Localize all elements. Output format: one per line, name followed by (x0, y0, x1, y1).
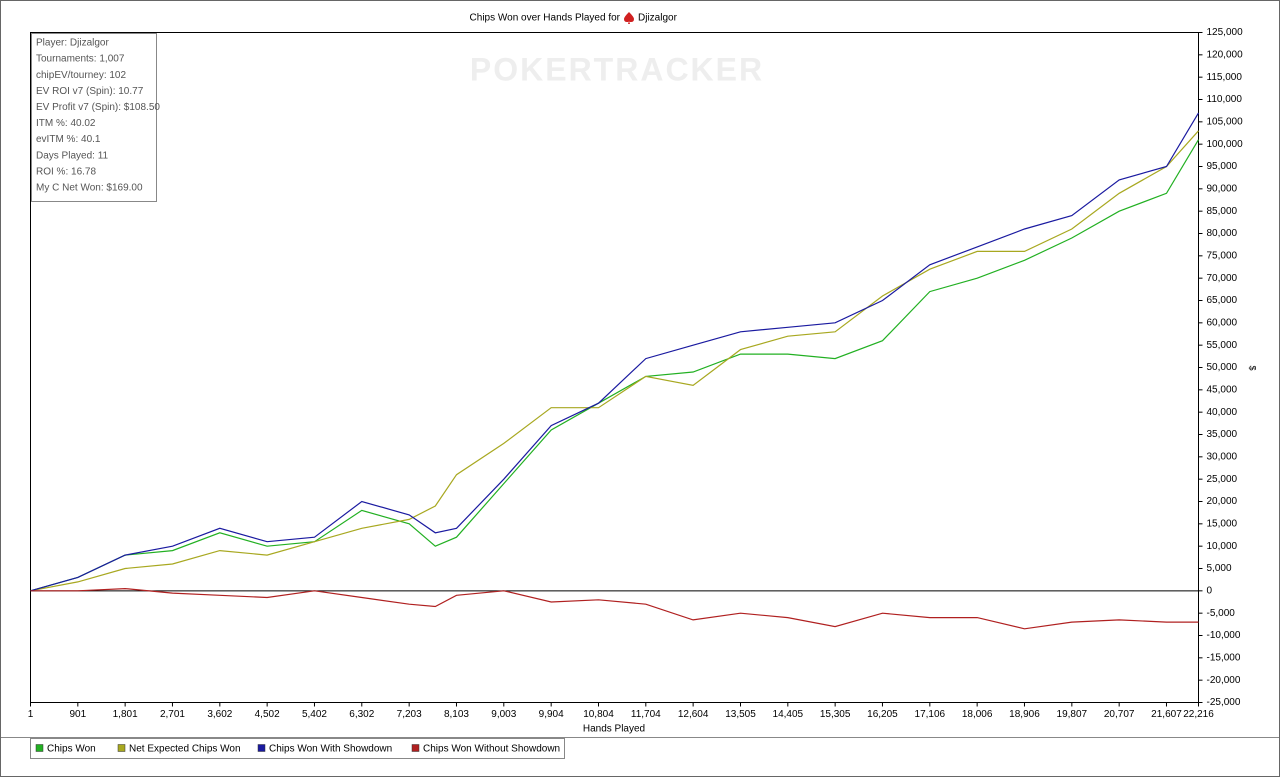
y-tick-label: 110,000 (1207, 94, 1243, 105)
x-tick-label: 2,701 (160, 709, 185, 720)
y-tick-label: 30,000 (1207, 451, 1238, 462)
y-tick-label: -10,000 (1207, 630, 1241, 641)
legend-swatch (35, 744, 44, 752)
y-tick-label: 120,000 (1207, 49, 1244, 60)
legend-swatch (257, 744, 266, 752)
legend-swatch (411, 744, 420, 752)
y-tick-label: 95,000 (1207, 161, 1238, 172)
y-tick-label: 100,000 (1207, 139, 1244, 150)
x-tick-label: 21,607 (1151, 709, 1182, 720)
series-line (30, 587, 1199, 630)
chart-title-name: Djizalgor (638, 13, 678, 24)
y-tick-label: 65,000 (1207, 295, 1238, 306)
y-tick-label: 35,000 (1207, 429, 1238, 440)
y-tick-label: 55,000 (1207, 340, 1238, 351)
x-tick-label: 12,604 (678, 709, 709, 720)
x-axis-label: Hands Played (583, 724, 645, 735)
watermark: POKERTRACKER (470, 51, 764, 87)
y-tick-label: 20,000 (1207, 496, 1238, 507)
y-tick-label: 90,000 (1207, 183, 1238, 194)
stat-line: Days Played: 11 (36, 150, 109, 161)
x-tick-label: 18,006 (962, 709, 993, 720)
y-tick-label: 70,000 (1207, 273, 1238, 284)
x-tick-label: 9,904 (539, 709, 564, 720)
stat-line: My C Net Won: $169.00 (36, 183, 143, 194)
stat-line: Tournaments: 1,007 (36, 54, 125, 65)
stat-line: ITM %: 40.02 (36, 118, 96, 129)
x-tick-label: 19,807 (1057, 709, 1088, 720)
x-tick-label: 16,205 (867, 709, 898, 720)
y-tick-label: 75,000 (1207, 250, 1238, 261)
y-tick-label: 50,000 (1207, 362, 1238, 373)
x-tick-label: 8,103 (444, 709, 469, 720)
y-tick-label: -5,000 (1207, 608, 1236, 619)
x-tick-label: 4,502 (255, 709, 280, 720)
y-tick-label: 15,000 (1207, 518, 1238, 529)
y-tick-label: 105,000 (1207, 116, 1244, 127)
y-tick-label: 125,000 (1207, 27, 1244, 38)
spade-icon (624, 12, 634, 24)
x-tick-label: 6,302 (349, 709, 374, 720)
x-tick-label: 11,704 (631, 709, 661, 720)
y-tick-label: 40,000 (1207, 407, 1238, 418)
x-tick-label: 1 (28, 709, 34, 720)
y-tick-label: 25,000 (1207, 474, 1238, 485)
x-tick-label: 15,305 (820, 709, 851, 720)
x-tick-label: 10,804 (583, 709, 614, 720)
stat-line: chipEV/tourney: 102 (36, 70, 126, 81)
y-tick-label: 85,000 (1207, 206, 1238, 217)
y-tick-label: -25,000 (1207, 697, 1241, 708)
legend-swatch (117, 744, 126, 752)
x-tick-label: 14,405 (773, 709, 804, 720)
stat-line: ROI %: 16.78 (36, 166, 96, 177)
y-tick-label: 80,000 (1207, 228, 1238, 239)
stat-line: Player: Djizalgor (36, 38, 109, 49)
legend-label: Chips Won With Showdown (269, 744, 392, 755)
x-tick-label: 7,203 (397, 709, 422, 720)
legend (30, 738, 565, 759)
y-tick-label: 45,000 (1207, 384, 1238, 395)
y-tick-label: 60,000 (1207, 317, 1238, 328)
series-line (30, 130, 1199, 592)
stat-line: EV Profit v7 (Spin): $108.50 (36, 102, 160, 113)
x-tick-label: 1,801 (113, 709, 138, 720)
y-tick-label: 115,000 (1207, 72, 1243, 83)
x-tick-label: 901 (69, 709, 86, 720)
y-tick-label: -15,000 (1207, 652, 1241, 663)
legend-label: Chips Won (47, 744, 96, 755)
x-tick-label: 22,216 (1183, 709, 1214, 720)
x-tick-label: 18,906 (1009, 709, 1040, 720)
y-axis-label: $ (1248, 365, 1258, 370)
y-tick-label: 5,000 (1207, 563, 1232, 574)
series-line (30, 112, 1200, 592)
y-tick-label: -20,000 (1207, 675, 1241, 686)
y-tick-label: 0 (1207, 585, 1213, 596)
stat-line: EV ROI v7 (Spin): 10.77 (36, 86, 144, 97)
legend-label: Net Expected Chips Won (129, 744, 241, 755)
stats-box (31, 33, 157, 202)
legend-label: Chips Won Without Showdown (423, 744, 560, 755)
x-tick-label: 3,602 (207, 709, 232, 720)
chart-title: Chips Won over Hands Played for (470, 13, 621, 24)
x-tick-label: 17,106 (915, 709, 946, 720)
x-tick-label: 20,707 (1104, 709, 1135, 720)
stat-line: evITM %: 40.1 (36, 134, 101, 145)
y-tick-label: 10,000 (1207, 541, 1238, 552)
x-tick-label: 5,402 (302, 709, 327, 720)
x-tick-label: 13,505 (725, 709, 756, 720)
x-tick-label: 9,003 (491, 709, 516, 720)
